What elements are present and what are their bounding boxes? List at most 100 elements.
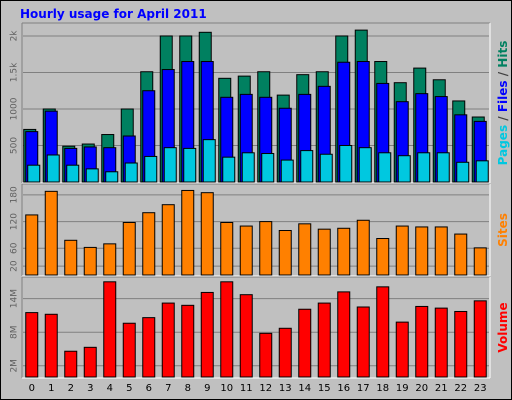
bar-sites-1 — [44, 190, 58, 276]
x-tick-label: 4 — [107, 383, 113, 394]
x-tick-label: 16 — [337, 383, 350, 394]
bar-sites-23 — [473, 247, 487, 276]
y-tick-label: 2k — [10, 30, 20, 42]
y-tick-label: 20 — [10, 260, 20, 272]
bar-sites-20 — [415, 226, 429, 276]
y-tick-label: 14M — [10, 289, 20, 308]
x-tick-label: 21 — [435, 383, 448, 394]
y-tick-label: 500 — [10, 137, 20, 154]
panel-pages-files-hits: 500 1000 1.5k 2k Pages / Files / Hits — [10, 22, 510, 184]
x-tick-label: 18 — [376, 383, 389, 394]
bar-volume-14 — [298, 308, 312, 378]
bar-pages-1 — [46, 154, 60, 183]
x-tick-label: 10 — [220, 383, 233, 394]
bar-pages-19 — [397, 155, 411, 183]
bar-pages-2 — [66, 164, 80, 183]
bar-volume-2 — [64, 350, 78, 378]
bar-volume-4 — [103, 281, 117, 378]
bar-volume-8 — [181, 304, 195, 378]
bar-pages-17 — [358, 147, 372, 183]
bar-sites-0 — [25, 214, 39, 276]
chart-panels: 500 1000 1.5k 2k Pages / Files / Hits 20 60 120… — [10, 22, 510, 379]
side-label-part: / — [496, 68, 510, 81]
bar-volume-3 — [83, 346, 97, 378]
bar-volume-0 — [25, 312, 39, 378]
bar-sites-14 — [298, 223, 312, 276]
plot-area — [22, 23, 490, 183]
bar-pages-3 — [85, 168, 99, 183]
bar-pages-20 — [417, 152, 431, 183]
bar-pages-16 — [339, 144, 353, 183]
bar-sites-19 — [395, 225, 409, 276]
bar-sites-21 — [434, 226, 448, 276]
series-sites — [25, 189, 487, 276]
bar-sites-15 — [317, 228, 331, 276]
side-label-sites: Sites — [496, 213, 510, 247]
bar-pages-10 — [222, 156, 236, 183]
bar-pages-18 — [378, 152, 392, 183]
x-tick-label: 23 — [474, 383, 487, 394]
chart-title: Hourly usage for April 2011 — [20, 7, 207, 21]
bar-pages-21 — [436, 152, 450, 183]
side-label-pages-files-hits: Pages / Files / Hits — [496, 41, 510, 166]
bar-volume-7 — [161, 302, 175, 378]
bar-pages-11 — [241, 152, 255, 183]
y-tick-label: 1.5k — [10, 62, 20, 82]
panel-volume: 2M 8M 14M Volume — [10, 276, 510, 379]
side-label-part: Pages — [496, 125, 510, 165]
bar-sites-12 — [259, 221, 273, 276]
x-tick-label: 5 — [126, 383, 132, 394]
bar-sites-18 — [376, 238, 390, 276]
bar-volume-11 — [239, 294, 253, 378]
x-tick-label: 14 — [298, 383, 311, 394]
bar-pages-5 — [124, 162, 138, 183]
x-tick-label: 12 — [259, 383, 272, 394]
x-tick-label: 11 — [240, 383, 253, 394]
bar-pages-9 — [202, 139, 216, 183]
bar-volume-6 — [142, 317, 156, 378]
bar-sites-7 — [161, 204, 175, 276]
y-tick-label: 8M — [10, 325, 20, 339]
bar-pages-8 — [183, 147, 197, 183]
x-tick-label: 19 — [396, 383, 409, 394]
x-tick-label: 20 — [415, 383, 428, 394]
x-tick-label: 7 — [165, 383, 171, 394]
bar-pages-23 — [475, 160, 489, 183]
x-tick-label: 15 — [318, 383, 331, 394]
bar-volume-21 — [434, 307, 448, 378]
bar-volume-15 — [317, 302, 331, 378]
bar-pages-7 — [163, 147, 177, 183]
bar-pages-22 — [456, 161, 470, 183]
plot-area — [22, 277, 490, 378]
x-tick-label: 17 — [357, 383, 370, 394]
x-tick-label: 8 — [185, 383, 191, 394]
x-tick-label: 13 — [279, 383, 292, 394]
bar-sites-10 — [220, 221, 234, 276]
x-tick-label: 9 — [204, 383, 210, 394]
bar-sites-4 — [103, 243, 117, 276]
bar-sites-22 — [454, 233, 468, 276]
bar-volume-13 — [278, 327, 292, 378]
plot-area — [22, 184, 490, 276]
bar-sites-11 — [239, 225, 253, 276]
series-pages — [27, 139, 489, 183]
bar-volume-18 — [376, 286, 390, 378]
bar-volume-19 — [395, 321, 409, 378]
x-tick-label: 2 — [68, 383, 74, 394]
y-tick-label: 120 — [10, 213, 20, 230]
bar-volume-5 — [122, 322, 136, 378]
bar-volume-20 — [415, 305, 429, 378]
side-label-part: Files — [496, 80, 510, 112]
bar-volume-1 — [44, 313, 58, 378]
side-label-part: Sites — [496, 213, 510, 247]
bar-sites-6 — [142, 212, 156, 276]
side-label-part: Hits — [496, 41, 510, 68]
y-tick-label: 2M — [10, 359, 20, 373]
bar-volume-16 — [337, 291, 351, 378]
bar-sites-8 — [181, 189, 195, 276]
side-label-part: Volume — [496, 302, 510, 352]
x-tick-label: 22 — [454, 383, 467, 394]
bar-volume-10 — [220, 281, 234, 378]
bar-sites-17 — [356, 219, 370, 276]
